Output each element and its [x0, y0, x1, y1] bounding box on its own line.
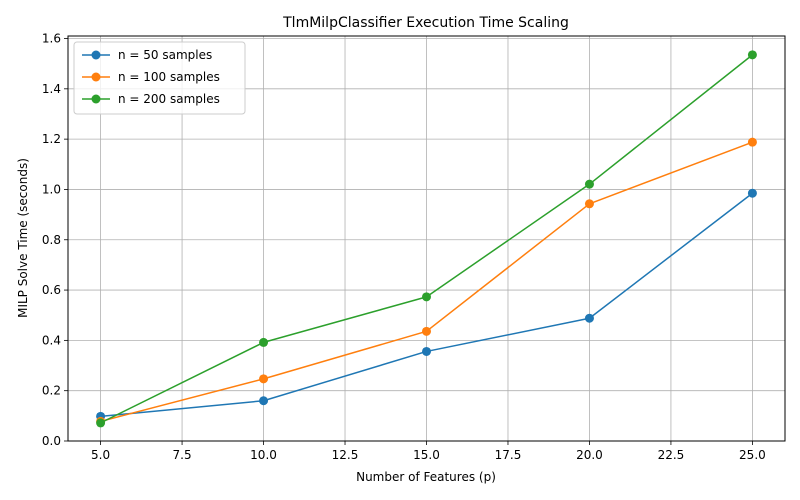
legend-box [73, 41, 246, 115]
x-axis-title: Number of Features (p) [356, 470, 496, 484]
data-point [747, 137, 757, 147]
data-point [259, 374, 269, 384]
x-tick-label: 12.5 [332, 448, 359, 462]
data-point [422, 292, 431, 302]
data-point [96, 418, 106, 428]
x-tick-label: 7.5 [173, 448, 192, 462]
data-point [584, 313, 594, 323]
legend-item: n = 200 samples [82, 92, 220, 106]
legend-marker [91, 72, 101, 82]
y-tick-label: 1.4 [42, 82, 61, 96]
data-point [422, 346, 431, 356]
legend-item: n = 100 samples [82, 70, 220, 84]
data-point [747, 188, 757, 198]
x-tick-label: 22.5 [658, 448, 685, 462]
x-tick-label: 17.5 [495, 448, 522, 462]
legend-item: n = 50 samples [82, 48, 212, 62]
x-tick-label: 20.0 [576, 448, 603, 462]
data-point [584, 179, 594, 189]
legend-label: n = 100 samples [118, 70, 220, 84]
axis-ticks: 5.0 7.5 10.0 12.5 15.0 17.5 20.0 22.5 25.0 0.0 0.2… [42, 32, 766, 462]
data-point [422, 326, 431, 336]
legend-marker [91, 94, 101, 104]
x-tick-label: 10.0 [250, 448, 277, 462]
legend-label: n = 50 samples [118, 48, 212, 62]
data-point [584, 199, 594, 209]
y-tick-label: 1.6 [42, 32, 61, 46]
y-tick-label: 1.2 [42, 132, 61, 146]
y-tick-label: 0.0 [42, 434, 61, 448]
x-tick-label: 25.0 [739, 448, 766, 462]
legend-label: n = 200 samples [118, 92, 220, 106]
y-tick-label: 0.2 [42, 384, 61, 398]
y-tick-label: 0.6 [42, 283, 61, 297]
chart-title: TlmMilpClassifier Execution Time Scaling [282, 15, 569, 31]
y-tick-label: 1.0 [42, 182, 61, 196]
legend-marker [91, 50, 101, 60]
data-point [747, 50, 757, 60]
y-axis-title: MILP Solve Time (seconds) [16, 158, 30, 318]
y-tick-label: 0.4 [42, 333, 61, 347]
x-tick-label: 15.0 [413, 448, 440, 462]
grid-lines [68, 36, 785, 442]
plot-series [96, 50, 757, 428]
y-tick-label: 0.8 [42, 233, 61, 247]
x-tick-label: 5.0 [91, 448, 110, 462]
legend: n = 50 samples n = 100 samples n = 200 sam… [73, 41, 246, 115]
series-3 [96, 50, 757, 428]
data-point [259, 396, 269, 406]
data-point [259, 337, 269, 347]
